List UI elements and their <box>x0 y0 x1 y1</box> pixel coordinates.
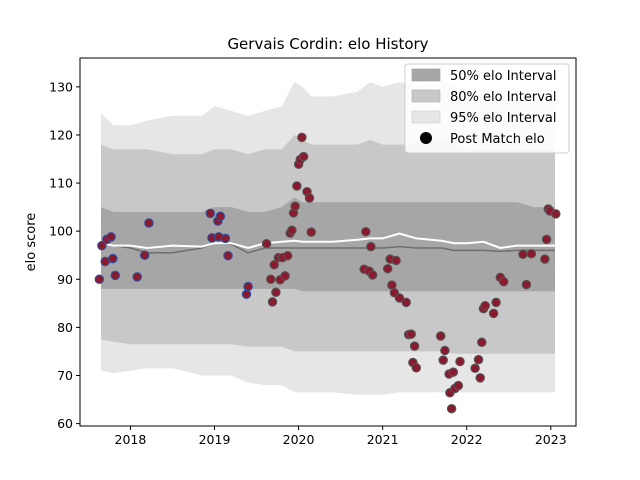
x-tick-label: 2019 <box>199 432 231 447</box>
elo-trend-lines <box>100 232 555 254</box>
y-tick-label: 120 <box>49 127 73 142</box>
elo-point <box>475 373 485 383</box>
elo-point <box>261 238 272 249</box>
elo-point <box>541 234 552 245</box>
elo-point <box>498 276 509 287</box>
y-tick-label: 70 <box>57 368 73 383</box>
legend-swatch-80 <box>411 89 441 103</box>
post-match-elo-points <box>94 132 561 414</box>
elo-point <box>448 367 459 377</box>
elo-point <box>488 308 499 319</box>
elo-point <box>387 280 397 290</box>
elo-point <box>406 329 416 339</box>
legend: 50% elo Interval 80% elo Interval 95% el… <box>404 63 570 154</box>
elo-point <box>440 345 450 356</box>
plot-frame <box>79 57 577 427</box>
elo-point <box>304 193 315 203</box>
mean-elo-line <box>100 232 555 250</box>
elo-point <box>453 380 464 391</box>
elo-point <box>220 233 231 244</box>
elo-point <box>297 132 307 143</box>
y-axis-label: elo score <box>24 213 39 272</box>
y-axis: 60 70 80 90 100 110 120 130 <box>49 79 80 431</box>
legend-frame <box>404 63 570 154</box>
elo-point <box>290 201 300 211</box>
legend-label-points: Post Match elo <box>450 132 545 147</box>
elo-point <box>287 225 297 235</box>
elo-point <box>470 363 480 374</box>
elo-point <box>518 249 528 260</box>
x-axis: 2018 2019 2020 2021 2022 2023 <box>115 426 567 447</box>
elo-point <box>271 287 281 298</box>
y-tick-label: 90 <box>57 272 73 287</box>
legend-label-80: 80% elo Interval <box>450 90 557 105</box>
elo-point <box>361 226 371 237</box>
elo-point <box>266 274 276 285</box>
elo-point <box>551 209 561 219</box>
elo-point <box>280 271 290 281</box>
elo-point <box>477 337 487 348</box>
elo-point <box>132 272 142 282</box>
elo-point <box>282 250 293 261</box>
elo-point <box>267 297 278 307</box>
y-tick-label: 100 <box>49 224 73 239</box>
elo-point <box>292 181 302 191</box>
elo-point <box>367 270 378 280</box>
elo-point <box>110 270 121 281</box>
plot-area <box>79 57 577 427</box>
elo-point <box>298 151 309 162</box>
x-tick-label: 2023 <box>535 432 567 447</box>
elo-point <box>97 240 107 251</box>
elo-point <box>241 289 252 299</box>
elo-point <box>526 249 537 259</box>
elo-point <box>223 250 233 261</box>
x-tick-label: 2020 <box>283 432 315 447</box>
elo-point <box>401 297 411 308</box>
elo-point <box>94 274 105 285</box>
x-tick-label: 2022 <box>451 432 483 447</box>
elo-point <box>269 260 279 270</box>
elo-point <box>446 403 457 414</box>
elo-point <box>473 354 484 365</box>
y-tick-label: 110 <box>49 176 73 191</box>
elo-point <box>106 232 116 242</box>
y-tick-label: 80 <box>57 320 73 335</box>
elo-point <box>366 241 376 252</box>
elo-interval-bands <box>101 82 555 395</box>
elo-point <box>438 355 448 365</box>
legend-label-95: 95% elo Interval <box>450 111 557 126</box>
elo-point <box>521 279 532 290</box>
elo-point <box>480 300 490 311</box>
elo-point <box>144 218 154 228</box>
elo-point <box>435 331 446 341</box>
legend-swatch-50 <box>411 68 441 82</box>
elo-point <box>243 281 253 292</box>
y-tick-label: 60 <box>57 416 73 431</box>
chart-title: Gervais Cordin: elo History <box>227 35 428 53</box>
legend-label-50: 50% elo Interval <box>450 69 557 84</box>
elo-point <box>455 356 465 367</box>
elo-point <box>205 208 216 219</box>
median-elo-line <box>100 242 555 254</box>
x-tick-label: 2021 <box>367 432 399 447</box>
y-tick-label: 130 <box>49 79 73 94</box>
elo-point <box>108 253 118 264</box>
elo-point <box>394 293 405 303</box>
legend-swatch-95 <box>411 110 441 124</box>
elo-point <box>215 211 226 222</box>
elo-point <box>540 254 550 264</box>
elo-point <box>411 363 422 373</box>
legend-marker-point <box>420 132 432 144</box>
elo-point <box>139 250 150 260</box>
x-tick-label: 2018 <box>115 432 147 447</box>
elo-point <box>491 297 501 308</box>
elo-point <box>382 263 393 274</box>
elo-point <box>391 255 401 266</box>
elo-point <box>306 227 316 237</box>
elo-point <box>409 341 420 351</box>
